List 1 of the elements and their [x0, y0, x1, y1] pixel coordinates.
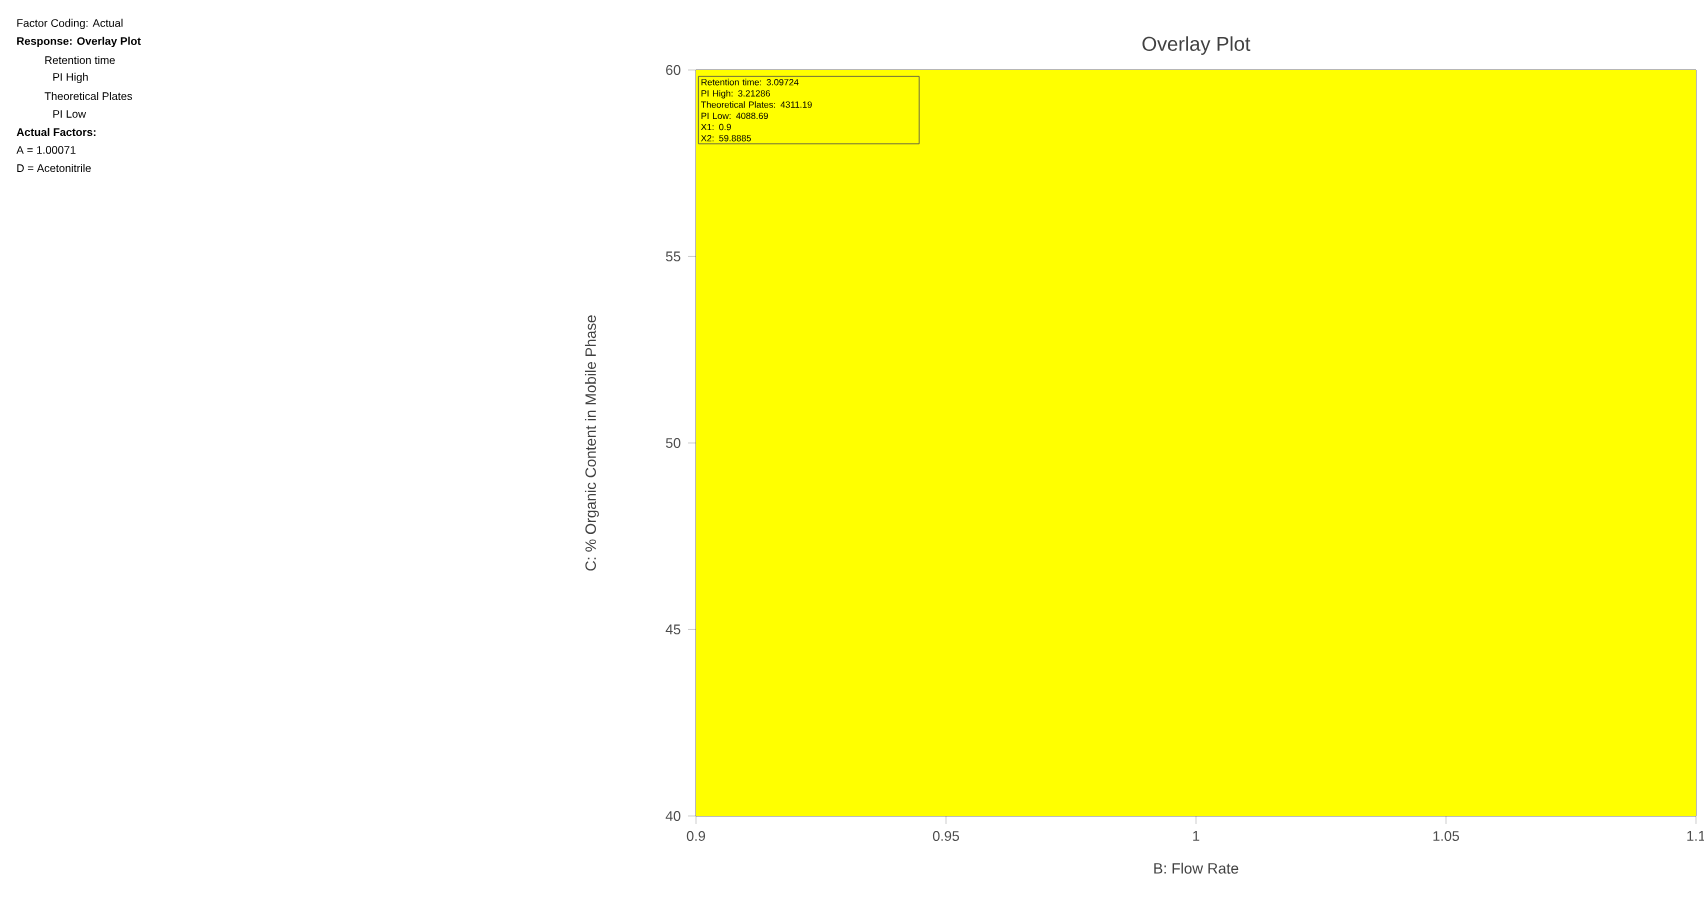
- chart-title: Overlay Plot: [1142, 36, 1251, 55]
